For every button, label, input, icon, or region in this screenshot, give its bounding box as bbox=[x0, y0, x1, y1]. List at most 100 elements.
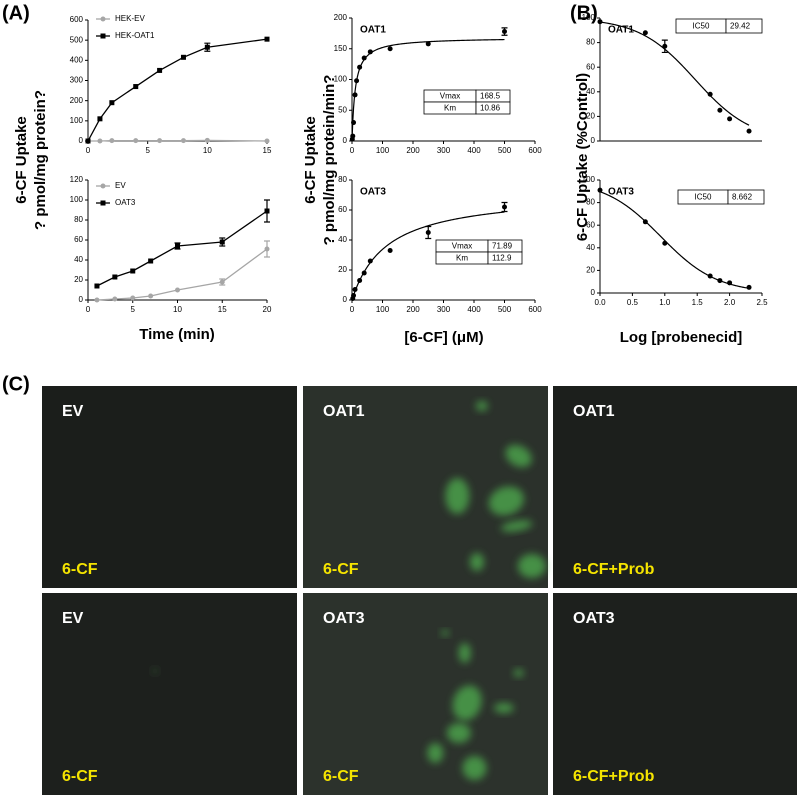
table-value: 10.86 bbox=[480, 104, 501, 113]
y-tick-label: 60 bbox=[74, 235, 83, 244]
data-point bbox=[727, 116, 733, 122]
x-tick-label: 200 bbox=[406, 305, 420, 314]
data-point bbox=[707, 273, 713, 279]
x-tick-label: 400 bbox=[467, 305, 481, 314]
marker bbox=[112, 296, 118, 302]
marker bbox=[175, 243, 180, 249]
micrograph-bg bbox=[553, 593, 797, 795]
table-value: 168.5 bbox=[480, 92, 501, 101]
y-tick-label: 500 bbox=[70, 35, 84, 44]
marker bbox=[264, 208, 270, 214]
y-axis-label-line: 6-CF Uptake bbox=[13, 116, 30, 204]
marker bbox=[133, 84, 139, 90]
data-point bbox=[425, 41, 431, 47]
y-tick-label: 0 bbox=[343, 136, 348, 145]
micrograph: EV 6-CF bbox=[42, 386, 297, 588]
legend-marker bbox=[100, 183, 106, 189]
x-axis-label: Time (min) bbox=[139, 326, 215, 343]
micrograph: OAT1 6-CF+Prob bbox=[553, 386, 797, 588]
marker bbox=[219, 239, 225, 245]
data-point bbox=[361, 270, 367, 276]
marker bbox=[112, 274, 118, 280]
data-point bbox=[717, 107, 723, 113]
y-tick-label: 0 bbox=[591, 288, 596, 297]
data-point bbox=[642, 219, 648, 225]
x-tick-label: 0 bbox=[86, 146, 91, 155]
data-point bbox=[502, 29, 507, 35]
x-tick-label: 10 bbox=[203, 146, 212, 155]
marker bbox=[85, 138, 91, 144]
y-tick-label: 80 bbox=[338, 175, 347, 184]
y-tick-label: 0 bbox=[591, 136, 596, 145]
y-axis-label: 6-CF Uptake (%Control) bbox=[574, 73, 591, 241]
data-point bbox=[597, 19, 603, 25]
data-point bbox=[357, 64, 363, 70]
table-value: 29.42 bbox=[730, 22, 751, 31]
data-point bbox=[351, 120, 357, 126]
marker bbox=[175, 287, 180, 293]
y-tick-label: 50 bbox=[338, 105, 347, 114]
data-point bbox=[367, 258, 373, 264]
y-axis-label: 6-CF Uptake? pmol/mg protein? bbox=[13, 90, 49, 230]
data-point bbox=[425, 230, 431, 235]
image-label: OAT3 bbox=[323, 610, 365, 627]
image-label: OAT3 bbox=[573, 610, 615, 627]
data-point bbox=[361, 55, 367, 61]
data-point bbox=[746, 284, 752, 290]
marker bbox=[180, 54, 186, 60]
legend-label: HEK-OAT1 bbox=[115, 31, 155, 40]
data-point bbox=[597, 187, 603, 193]
micrograph: EV 6-CF bbox=[42, 593, 297, 795]
image-label: 6-CF bbox=[323, 561, 359, 578]
x-axis-label: [6-CF] (μM) bbox=[404, 329, 483, 346]
y-tick-label: 0 bbox=[343, 295, 348, 304]
table-label: Km bbox=[444, 104, 456, 113]
micrograph: OAT3 6-CF+Prob bbox=[553, 593, 797, 795]
micrograph-bg bbox=[553, 386, 797, 588]
y-tick-label: 100 bbox=[70, 116, 84, 125]
table-label: Km bbox=[456, 254, 468, 263]
cell bbox=[446, 723, 471, 743]
fit-curve bbox=[599, 191, 750, 289]
x-tick-label: 1.5 bbox=[692, 298, 704, 307]
cell bbox=[152, 668, 158, 674]
data-point bbox=[350, 133, 356, 139]
x-axis-label: Log [probenecid] bbox=[620, 329, 743, 346]
marker bbox=[264, 36, 270, 42]
y-tick-label: 600 bbox=[70, 15, 84, 24]
panel-label: (A) bbox=[2, 2, 30, 24]
marker bbox=[148, 258, 154, 264]
cell bbox=[469, 553, 484, 571]
y-tick-label: 150 bbox=[334, 44, 348, 53]
marker bbox=[133, 138, 139, 144]
x-tick-label: 200 bbox=[406, 146, 420, 155]
x-tick-label: 0.5 bbox=[627, 298, 639, 307]
x-tick-label: 500 bbox=[498, 305, 512, 314]
table-cell bbox=[725, 18, 763, 34]
data-point bbox=[746, 128, 752, 134]
data-point bbox=[662, 43, 668, 49]
data-point bbox=[642, 30, 648, 36]
x-tick-label: 400 bbox=[467, 146, 481, 155]
legend-marker bbox=[100, 16, 106, 22]
y-tick-label: 120 bbox=[70, 175, 84, 184]
marker bbox=[94, 283, 100, 289]
y-tick-label: 80 bbox=[586, 38, 595, 47]
y-tick-label: 20 bbox=[586, 266, 595, 275]
y-tick-label: 300 bbox=[70, 76, 84, 85]
cell bbox=[452, 685, 482, 721]
y-tick-label: 80 bbox=[586, 198, 595, 207]
cell bbox=[500, 520, 533, 532]
marker bbox=[97, 116, 103, 122]
image-label: EV bbox=[62, 610, 84, 627]
table-label: IC50 bbox=[695, 193, 712, 202]
y-tick-label: 60 bbox=[586, 62, 595, 71]
marker bbox=[109, 100, 115, 106]
data-point bbox=[352, 287, 358, 292]
x-tick-label: 20 bbox=[263, 305, 272, 314]
data-point bbox=[351, 293, 357, 298]
marker bbox=[109, 138, 115, 144]
image-label: OAT1 bbox=[323, 403, 365, 420]
y-axis-label-line: ? pmol/mg protein? bbox=[32, 90, 49, 230]
table-cell bbox=[487, 251, 523, 265]
